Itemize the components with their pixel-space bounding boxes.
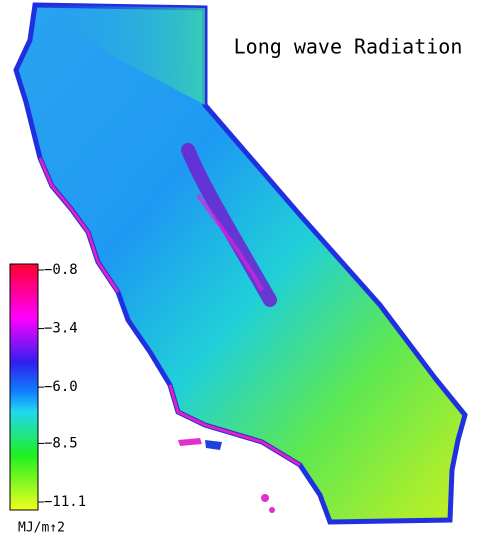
colorbar-tick-label: −0.8 bbox=[44, 262, 78, 278]
colorbar-tick-label: −6.0 bbox=[44, 379, 78, 395]
sierra-core bbox=[196, 193, 264, 291]
island bbox=[261, 494, 269, 502]
colorbar-unit: MJ/m↑2 bbox=[18, 521, 65, 536]
north-region bbox=[35, 5, 205, 105]
colorbar-tick-label: −3.4 bbox=[44, 321, 78, 337]
colorbar-tick-label: −8.5 bbox=[44, 435, 78, 451]
colorbar-tick-label: −11.1 bbox=[44, 494, 86, 510]
map-title: Long wave Radiation bbox=[234, 35, 463, 59]
island bbox=[205, 440, 222, 450]
coast-edge bbox=[38, 157, 301, 467]
land bbox=[13, 2, 468, 525]
colorbar-ramp bbox=[9, 263, 39, 511]
california bbox=[13, 2, 468, 525]
colorbar bbox=[9, 263, 39, 511]
island bbox=[269, 507, 275, 513]
island bbox=[178, 438, 202, 446]
